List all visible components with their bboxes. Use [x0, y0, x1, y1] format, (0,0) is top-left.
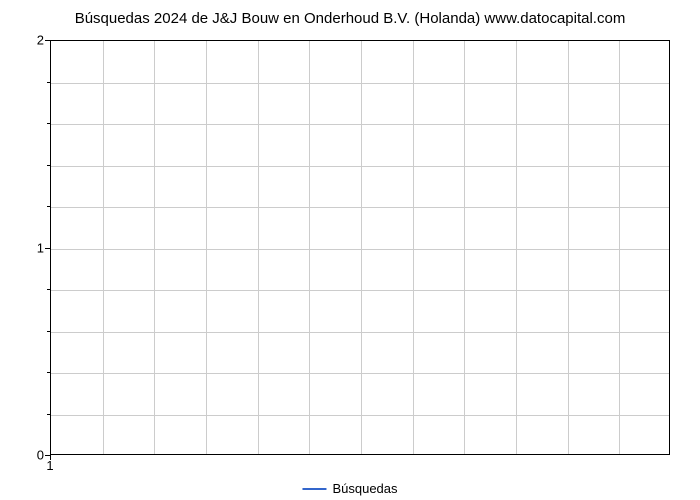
- grid-line-vertical: [154, 41, 155, 454]
- y-tick-label: 2: [37, 33, 44, 48]
- legend: Búsquedas: [302, 481, 397, 496]
- y-tick-mark: [45, 248, 50, 249]
- grid-line-horizontal: [51, 332, 669, 333]
- y-minor-tick-mark: [47, 372, 50, 373]
- y-minor-tick-mark: [47, 206, 50, 207]
- y-minor-tick-mark: [47, 414, 50, 415]
- grid-line-vertical: [258, 41, 259, 454]
- grid-line-horizontal: [51, 83, 669, 84]
- x-tick-mark: [50, 455, 51, 460]
- grid-line-vertical: [103, 41, 104, 454]
- plot-area: [50, 40, 670, 455]
- grid-line-horizontal: [51, 124, 669, 125]
- chart-container: Búsquedas 2024 de J&J Bouw en Onderhoud …: [0, 10, 700, 500]
- x-tick-label: 1: [46, 458, 53, 473]
- y-minor-tick-mark: [47, 123, 50, 124]
- grid-line-horizontal: [51, 290, 669, 291]
- grid-line-vertical: [619, 41, 620, 454]
- grid-line-vertical: [361, 41, 362, 454]
- grid-line-vertical: [206, 41, 207, 454]
- grid-line-horizontal: [51, 166, 669, 167]
- grid-line-vertical: [516, 41, 517, 454]
- y-minor-tick-mark: [47, 331, 50, 332]
- y-minor-tick-mark: [47, 165, 50, 166]
- chart-title: Búsquedas 2024 de J&J Bouw en Onderhoud …: [0, 10, 700, 27]
- y-tick-mark: [45, 40, 50, 41]
- legend-swatch: [302, 488, 326, 490]
- grid-line-vertical: [413, 41, 414, 454]
- grid-line-vertical: [309, 41, 310, 454]
- y-tick-label: 1: [37, 240, 44, 255]
- grid-line-horizontal: [51, 415, 669, 416]
- grid-line-horizontal: [51, 249, 669, 250]
- grid-line-vertical: [568, 41, 569, 454]
- y-minor-tick-mark: [47, 82, 50, 83]
- legend-label: Búsquedas: [332, 481, 397, 496]
- grid-line-vertical: [464, 41, 465, 454]
- grid-line-horizontal: [51, 207, 669, 208]
- y-tick-label: 0: [37, 448, 44, 463]
- grid-line-horizontal: [51, 373, 669, 374]
- y-minor-tick-mark: [47, 289, 50, 290]
